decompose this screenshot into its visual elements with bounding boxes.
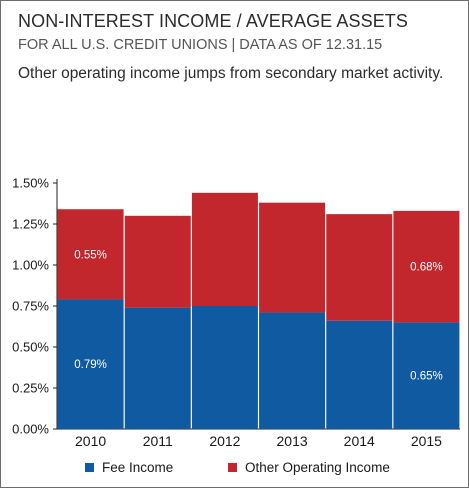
bar-fee-2014 [326, 320, 393, 429]
x-tick-label: 2010 [75, 433, 106, 449]
legend-swatch-other [228, 463, 237, 472]
y-tick-label: 1.50% [12, 176, 49, 191]
x-tick-label: 2012 [209, 433, 240, 449]
y-tick-label: 0.25% [12, 381, 49, 396]
bar-fee-2010 [57, 299, 124, 429]
x-tick-label: 2015 [411, 433, 442, 449]
bar-other-2011 [124, 215, 191, 308]
x-tick-label: 2011 [143, 433, 173, 449]
bar-other-2013 [259, 202, 326, 313]
legend-swatch-fee [85, 463, 94, 472]
x-tick-label: 2013 [277, 433, 308, 449]
legend-label-other: Other Operating Income [245, 460, 390, 475]
y-tick-label: 0.75% [12, 299, 49, 314]
data-label: 0.79% [74, 359, 107, 371]
chart-note: Other operating income jumps from second… [18, 65, 444, 82]
bar-other-2015 [393, 210, 460, 323]
data-label: 0.55% [74, 249, 107, 261]
y-tick-label: 0.50% [12, 340, 49, 355]
legend-item-fee: Fee Income [85, 460, 173, 475]
bar-other-2014 [326, 214, 393, 321]
bar-other-2010 [57, 209, 124, 300]
bar-fee-2012 [191, 306, 258, 429]
y-tick-label: 0.00% [12, 422, 49, 437]
chart-subtitle: FOR ALL U.S. CREDIT UNIONS | DATA AS OF … [18, 37, 383, 53]
y-tick-label: 1.00% [12, 258, 49, 273]
bar-fee-2011 [124, 307, 191, 429]
legend-item-other: Other Operating Income [228, 460, 390, 475]
bar-fee-2015 [393, 322, 460, 429]
bar-other-2012 [191, 192, 258, 306]
data-label: 0.68% [410, 262, 443, 274]
y-tick-label: 1.25% [12, 217, 49, 232]
legend-label-fee: Fee Income [102, 460, 174, 475]
bar-fee-2013 [259, 312, 326, 429]
x-tick-label: 2014 [344, 433, 375, 449]
data-label: 0.65% [410, 371, 443, 383]
chart-title: NON-INTEREST INCOME / AVERAGE ASSETS [18, 11, 409, 31]
